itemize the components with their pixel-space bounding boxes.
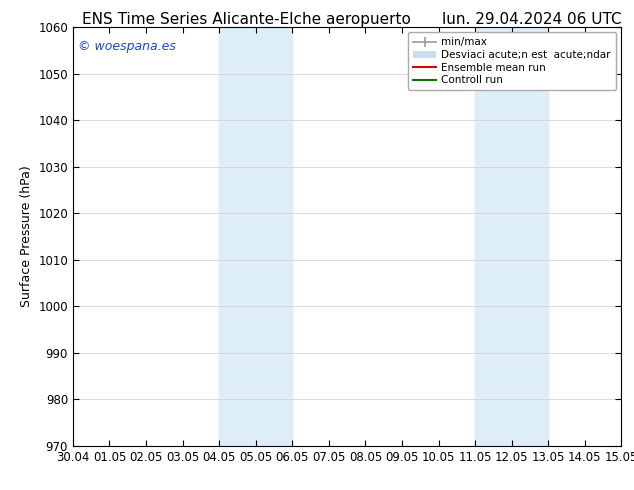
Bar: [475, 27, 548, 446]
Text: © woespana.es: © woespana.es: [79, 40, 176, 52]
Bar: [219, 27, 292, 446]
Legend: min/max, Desviaci acute;n est  acute;ndar, Ensemble mean run, Controll run: min/max, Desviaci acute;n est acute;ndar…: [408, 32, 616, 90]
Y-axis label: Surface Pressure (hPa): Surface Pressure (hPa): [20, 166, 33, 307]
Text: lun. 29.04.2024 06 UTC: lun. 29.04.2024 06 UTC: [442, 12, 621, 27]
Text: ENS Time Series Alicante-Elche aeropuerto: ENS Time Series Alicante-Elche aeropuert…: [82, 12, 411, 27]
